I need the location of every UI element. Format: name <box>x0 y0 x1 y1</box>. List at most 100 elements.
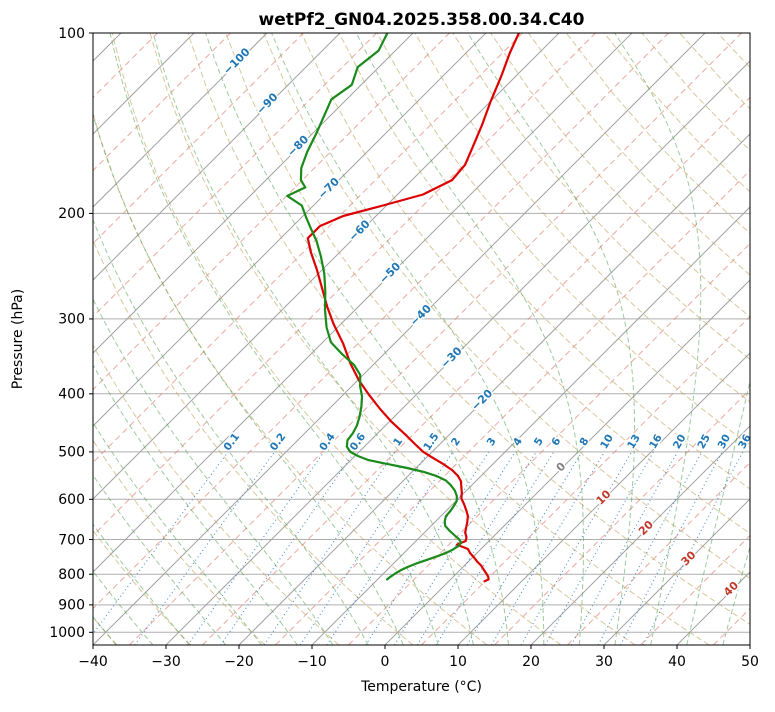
mixing-ratio-line <box>327 452 453 645</box>
isotherm-label: −40 <box>407 302 434 329</box>
mixing-ratio-line <box>545 452 653 645</box>
moist-adiabat-line <box>16 33 333 645</box>
minor-isotherm-lines <box>0 33 775 645</box>
x-tick-label: −20 <box>224 654 254 670</box>
mixing-ratio-label: 20 <box>671 432 689 451</box>
isotherm-minor-line <box>276 33 775 645</box>
isotherm-minor-line <box>130 33 742 645</box>
mixing-ratio-label: 1 <box>391 436 405 449</box>
isotherm-label: −20 <box>469 387 496 414</box>
mixing-ratio-label: 36 <box>736 432 753 451</box>
x-tick-label: 40 <box>668 654 686 670</box>
isotherm-minor-line <box>57 33 669 645</box>
y-tick-label: 400 <box>58 387 85 403</box>
moist-adiabat-line <box>723 33 775 645</box>
y-tick-label: 500 <box>58 445 85 461</box>
dry-adiabat-line <box>74 33 487 645</box>
y-tick-label: 100 <box>58 26 85 42</box>
mixing-ratio-line <box>135 452 275 645</box>
mixing-ratio-line <box>467 452 582 645</box>
x-tick-label: −30 <box>151 654 181 670</box>
mixing-ratio-label: 13 <box>625 432 643 451</box>
dry-adiabat-line <box>415 33 775 645</box>
chart-title: wetPf2_GN04.2025.358.00.34.C40 <box>259 10 585 30</box>
dry-adiabat-line <box>718 33 775 645</box>
mixing-ratio-label: 0.4 <box>317 431 338 453</box>
mixing-ratio-line <box>621 452 723 645</box>
isotherm-line <box>0 33 559 645</box>
dry-adiabat-line <box>528 33 775 645</box>
x-tick-label: 0 <box>381 654 390 670</box>
y-tick-label: 600 <box>58 492 85 508</box>
isotherm-line <box>20 33 632 645</box>
isotherm-label: −90 <box>254 90 281 117</box>
dry-adiabat-lines <box>0 33 775 645</box>
dry-adiabat-line <box>301 33 775 645</box>
moist-adiabat-line <box>0 33 226 645</box>
y-tick-label: 1000 <box>49 625 85 641</box>
isotherm-label: −60 <box>346 217 373 244</box>
x-tick-label: 20 <box>522 654 540 670</box>
dry-adiabat-line <box>0 33 265 645</box>
x-tick-label: 30 <box>595 654 613 670</box>
moist-adiabat-line <box>153 33 473 645</box>
isotherm-label: −70 <box>315 175 342 202</box>
dry-adiabat-line <box>756 33 775 645</box>
moist-adiabat-line <box>0 33 189 645</box>
mixing-ratio-label: 30 <box>716 432 734 451</box>
isotherm-label: −80 <box>285 133 312 160</box>
y-tick-label: 800 <box>58 567 85 583</box>
mixing-ratio-label: 0.2 <box>268 431 289 453</box>
y-tick-label: 700 <box>58 532 85 548</box>
isotherm-label: −100 <box>221 45 253 77</box>
mixing-ratio-label: 0.1 <box>221 431 242 453</box>
isotherm-line <box>0 33 267 645</box>
isotherm-minor-line <box>422 33 775 645</box>
dry-adiabat-line <box>491 33 775 645</box>
dry-adiabat-line <box>339 33 775 645</box>
isotherm-line <box>750 33 775 645</box>
moist-adiabat-lines <box>0 33 775 645</box>
plot-border <box>93 33 750 645</box>
isotherm-line <box>531 33 775 645</box>
isotherm-label: 40 <box>721 579 741 599</box>
isotherm-line <box>0 33 486 645</box>
isotherm-label: 30 <box>679 548 699 568</box>
isotherm-line <box>312 33 775 645</box>
y-tick-label: 300 <box>58 312 85 328</box>
x-tick-label: −40 <box>78 654 108 670</box>
mixing-ratio-label: 3 <box>485 436 499 449</box>
mixing-ratio-label: 16 <box>647 432 665 451</box>
isotherm-lines <box>0 33 775 645</box>
isotherm-minor-line <box>641 33 775 645</box>
dry-adiabat-line <box>0 33 191 645</box>
y-axis-label: Pressure (hPa) <box>10 289 26 389</box>
isotherm-minor-line <box>0 33 450 645</box>
dry-adiabat-line <box>0 33 339 645</box>
moist-adiabat-line <box>687 33 775 645</box>
moist-adiabat-line <box>468 33 635 645</box>
dry-adiabat-line <box>150 33 635 645</box>
dry-adiabat-line <box>642 33 775 645</box>
x-tick-label: 50 <box>741 654 759 670</box>
x-tick-label: 10 <box>449 654 467 670</box>
isotherm-label: −50 <box>377 260 404 287</box>
y-tick-label: 200 <box>58 206 85 222</box>
isotherm-label: 20 <box>636 518 656 538</box>
mixing-ratio-label: 25 <box>695 432 713 451</box>
mixing-ratio-label: 1.5 <box>421 431 441 453</box>
isotherm-label-zero: 0 <box>554 459 569 474</box>
mixing-ratio-line <box>571 452 677 645</box>
isotherm-label: −30 <box>438 344 465 371</box>
x-tick-label: −10 <box>297 654 327 670</box>
mixing-ratio-line <box>221 452 355 645</box>
axis-ticks <box>89 33 750 649</box>
mixing-ratio-label: 2 <box>449 436 463 449</box>
mixing-ratio-label: 8 <box>578 436 592 448</box>
mixing-ratio-label: 10 <box>598 432 616 451</box>
x-axis-label: Temperature (°C) <box>360 679 482 695</box>
